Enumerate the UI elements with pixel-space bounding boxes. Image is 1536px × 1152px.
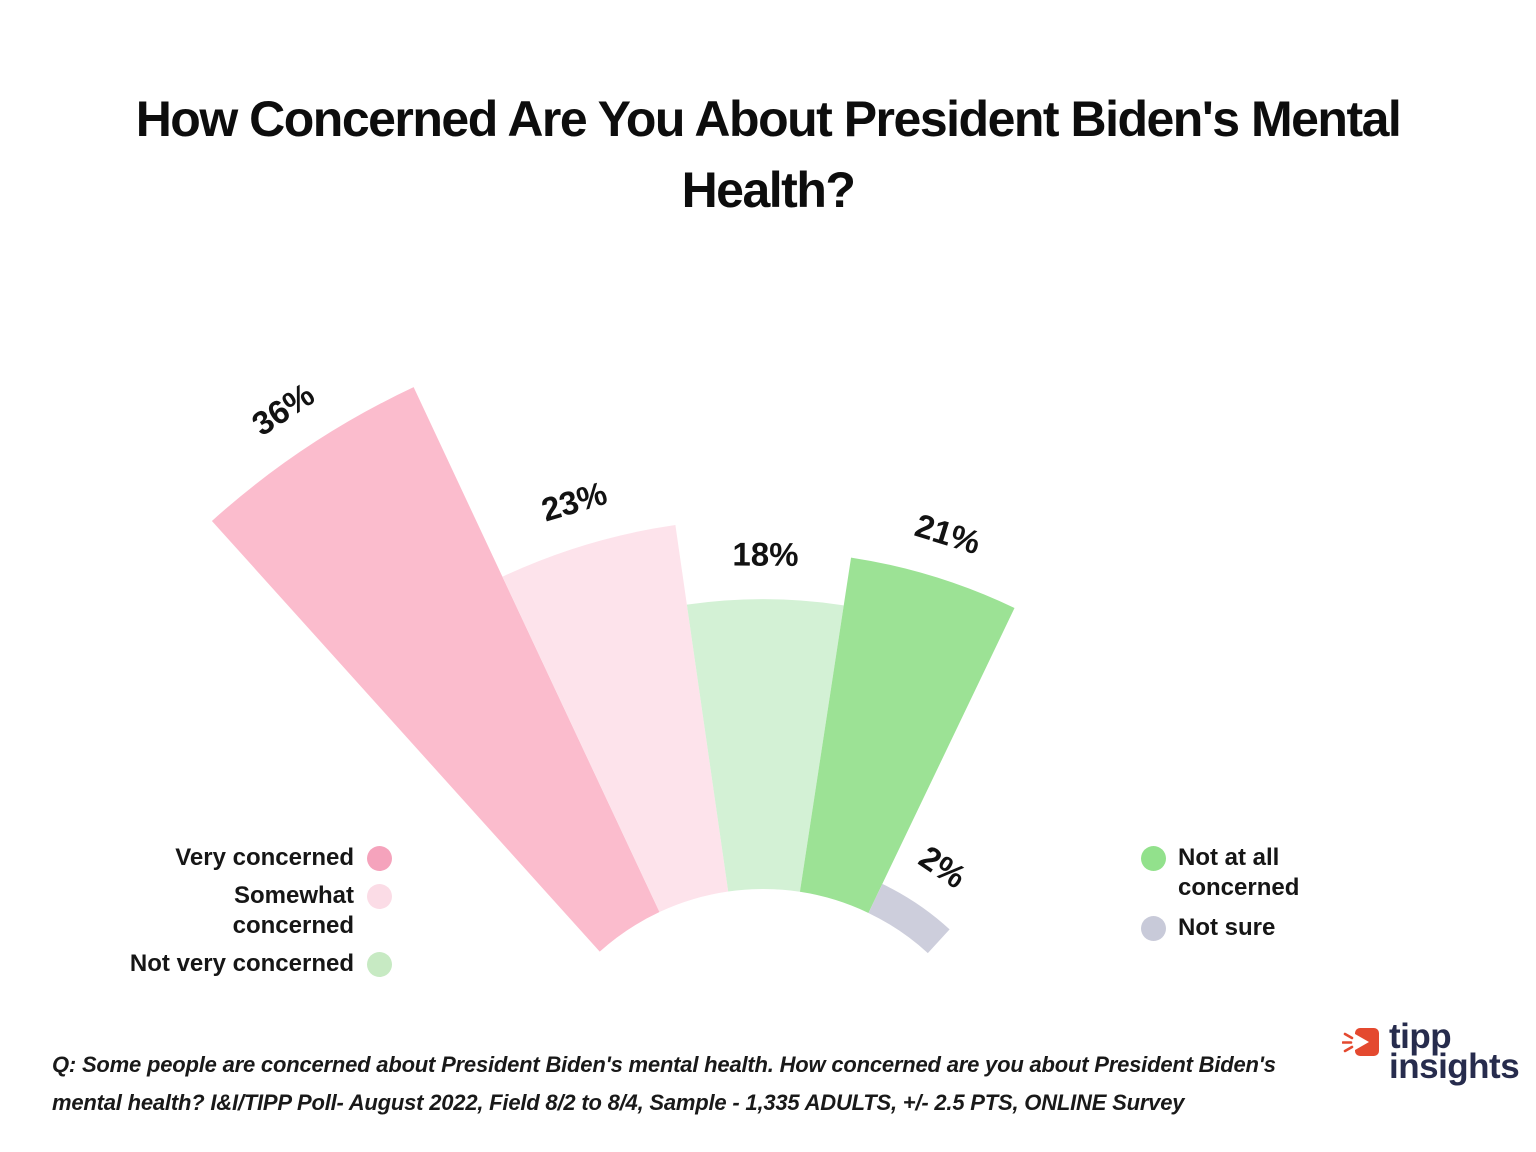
- legend-item-not-at-all-concerned: Not at all concerned: [1141, 843, 1299, 903]
- legend-dot-not-sure: [1141, 916, 1166, 941]
- legend-label-somewhat-concerned: Somewhat concerned: [232, 882, 354, 939]
- survey-question-footnote: Q: Some people are concerned about Presi…: [52, 1046, 1352, 1122]
- legend-dot-not-at-all-concerned: [1141, 846, 1166, 871]
- chart-title: How Concerned Are You About President Bi…: [135, 91, 1402, 218]
- tipp-insights-logo-icon: [1342, 1028, 1379, 1056]
- logo-wordmark: tipp insights: [1389, 1017, 1520, 1086]
- logo-word-insights: insights: [1389, 1047, 1520, 1086]
- footnote-line-2: mental health? I&I/TIPP Poll- August 202…: [52, 1090, 1185, 1115]
- legend-item-not-sure: Not sure: [1141, 913, 1275, 943]
- footnote-line-1: Q: Some people are concerned about Presi…: [52, 1052, 1276, 1077]
- legend-label-very-concerned: Very concerned: [175, 844, 354, 871]
- segment-value-label-not-at-all-concerned: 21%: [911, 506, 985, 561]
- legend-dot-not-very-concerned: [367, 952, 392, 977]
- legend-left: Very concerned Somewhat concerned Not ve…: [100, 843, 392, 979]
- segment-value-label-not-very-concerned: 18%: [732, 536, 798, 573]
- segment-value-label-very-concerned: 36%: [245, 375, 321, 442]
- legend-item-not-very-concerned: Not very concerned: [130, 949, 392, 979]
- fan-segment-not-very-concerned: [686, 599, 844, 892]
- legend-label-not-very-concerned: Not very concerned: [129, 950, 354, 977]
- logo-word-tipp: tipp: [1389, 1017, 1452, 1056]
- segment-value-label-somewhat-concerned: 23%: [537, 474, 611, 528]
- tipp-insights-logo: tipp insights: [1342, 1017, 1520, 1086]
- legend-item-very-concerned: Very concerned: [175, 843, 392, 873]
- legend-item-somewhat-concerned: Somewhat concerned: [233, 881, 392, 941]
- legend-right: Not at all concerned Not sure: [1141, 843, 1441, 943]
- segment-value-label-not-sure: 2%: [913, 838, 973, 895]
- legend-label-not-at-all-concerned: Not at all concerned: [1178, 844, 1300, 901]
- fan-segment-not-sure: [868, 883, 950, 954]
- legend-label-not-sure: Not sure: [1178, 914, 1276, 941]
- legend-dot-somewhat-concerned: [367, 884, 392, 909]
- legend-dot-very-concerned: [367, 846, 392, 871]
- fan-segment-not-at-all-concerned: [799, 557, 1015, 913]
- fan-segment-somewhat-concerned: [502, 524, 729, 913]
- fan-segment-very-concerned: [211, 387, 660, 952]
